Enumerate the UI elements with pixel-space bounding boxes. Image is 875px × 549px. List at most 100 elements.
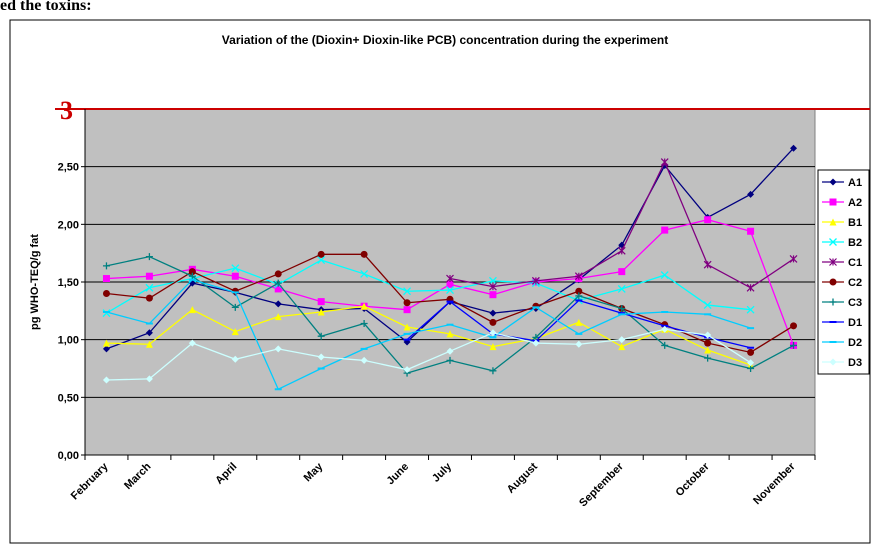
marker	[188, 339, 196, 347]
marker	[360, 250, 368, 258]
marker	[575, 340, 583, 348]
marker	[274, 300, 282, 308]
marker	[446, 286, 454, 295]
legend-marker	[829, 358, 837, 366]
marker	[747, 190, 755, 198]
y-axis-label: pg WHO-TEQ/g fat	[29, 234, 41, 330]
legend-label: B2	[848, 237, 862, 249]
marker	[145, 375, 153, 383]
legend-label: C2	[848, 277, 862, 289]
marker	[102, 290, 110, 298]
marker	[145, 253, 153, 261]
series-line	[106, 278, 751, 391]
marker	[660, 158, 669, 166]
legend-marker	[829, 298, 837, 306]
marker	[231, 303, 239, 311]
marker	[489, 367, 497, 375]
marker	[618, 305, 626, 313]
marker	[575, 287, 583, 295]
marker	[617, 284, 626, 293]
marker	[661, 341, 669, 349]
marker	[575, 292, 583, 300]
marker	[145, 329, 153, 337]
marker	[231, 355, 239, 363]
legend-label: C3	[848, 297, 862, 309]
marker	[274, 270, 282, 278]
legend	[817, 169, 870, 375]
legend-marker	[829, 218, 837, 226]
marker	[274, 279, 282, 287]
y-tick-label: 1,00	[58, 335, 79, 347]
marker	[790, 322, 798, 330]
marker	[403, 287, 412, 296]
legend-label: A2	[848, 197, 862, 209]
marker	[488, 276, 497, 285]
marker	[231, 272, 239, 280]
y-tick-label: 2,00	[58, 219, 79, 231]
y-tick-label: 3	[60, 96, 73, 125]
marker	[790, 341, 798, 349]
marker	[403, 306, 411, 314]
marker	[145, 340, 153, 348]
marker	[145, 294, 153, 302]
marker	[746, 305, 755, 314]
marker	[274, 285, 282, 293]
marker	[532, 339, 540, 347]
marker	[102, 275, 110, 283]
legend-label: B1	[848, 217, 862, 229]
marker	[661, 325, 669, 333]
marker	[231, 328, 239, 336]
marker	[747, 227, 755, 235]
marker	[145, 272, 153, 280]
marker	[489, 318, 497, 326]
legend-label: D2	[848, 337, 862, 349]
marker	[704, 354, 712, 362]
marker	[102, 262, 110, 270]
series-line	[106, 259, 751, 314]
legend-marker	[829, 198, 837, 206]
marker	[360, 320, 368, 328]
marker	[446, 347, 454, 355]
marker	[704, 346, 712, 354]
legend-label: D1	[848, 317, 862, 329]
y-tick-label: 2,50	[58, 162, 79, 174]
marker	[274, 345, 282, 353]
marker	[489, 329, 497, 337]
marker	[489, 309, 497, 317]
marker	[403, 299, 411, 307]
chart-title: Variation of the (Dioxin+ Dioxin-like PC…	[222, 33, 668, 47]
marker	[703, 260, 712, 269]
marker	[446, 274, 454, 283]
marker	[446, 330, 454, 338]
legend-marker	[829, 278, 837, 286]
y-tick-label: 0,50	[58, 392, 79, 404]
legend-marker	[829, 178, 837, 186]
marker	[145, 283, 154, 292]
marker	[617, 246, 626, 255]
series-line	[106, 328, 751, 381]
marker	[403, 366, 411, 374]
marker	[489, 343, 497, 351]
marker	[102, 376, 110, 384]
marker	[317, 308, 325, 316]
marker	[704, 331, 712, 339]
marker	[661, 226, 669, 234]
marker	[446, 356, 454, 364]
legend-marker	[829, 238, 837, 246]
page-fragment: ed the toxins:	[0, 0, 92, 14]
marker	[403, 323, 411, 331]
marker	[360, 269, 369, 278]
marker	[446, 280, 454, 288]
marker	[274, 313, 282, 321]
marker	[660, 271, 669, 280]
marker	[489, 282, 497, 291]
legend-label: C1	[848, 257, 862, 269]
y-tick-label: 1,50	[58, 277, 79, 289]
legend-marker	[829, 258, 837, 266]
marker	[188, 306, 196, 314]
marker	[102, 309, 111, 318]
marker	[317, 332, 325, 340]
marker	[704, 339, 712, 347]
